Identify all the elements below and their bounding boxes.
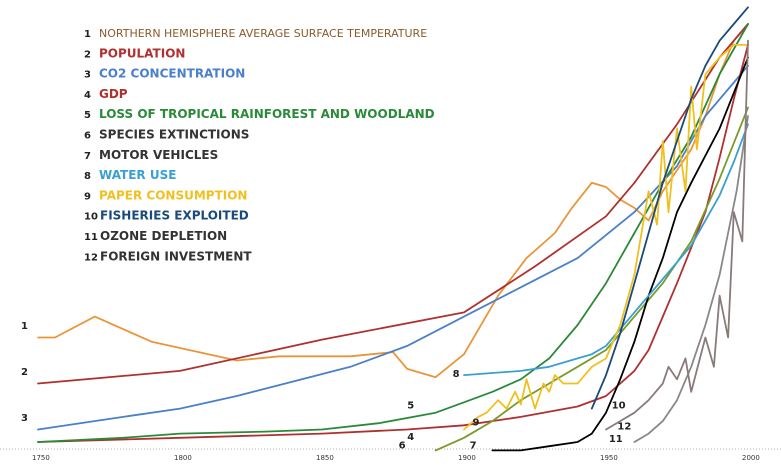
legend: 1 NORTHERN HEMISPHERE AVERAGE SURFACE TEM…: [84, 27, 435, 263]
series-line-7: [491, 56, 749, 452]
x-tick-label-2000: 2000: [742, 454, 760, 462]
legend-label-6: SPECIES EXTINCTIONS: [99, 128, 249, 142]
series-number-label-5: 5: [407, 401, 414, 412]
x-tick-label-1950: 1950: [600, 454, 618, 462]
series-number-label-1: 1: [21, 321, 28, 332]
legend-number-1: 1: [84, 29, 91, 40]
legend-label-11: OZONE DEPLETION: [100, 229, 227, 243]
series-number-label-11: 11: [609, 434, 623, 445]
legend-label-12: FOREIGN INVESTMENT: [100, 249, 252, 263]
x-tick-label-1800: 1800: [174, 454, 192, 462]
legend-number-12: 12: [84, 252, 98, 263]
legend-number-9: 9: [84, 191, 91, 202]
series-line-11: [633, 115, 749, 443]
series-line-5: [37, 23, 749, 443]
series-line-1: [37, 23, 749, 379]
series-number-label-10: 10: [612, 401, 626, 412]
legend-label-5: LOSS OF TROPICAL RAINFOREST AND WOODLAND: [99, 107, 435, 121]
legend-number-6: 6: [84, 131, 91, 142]
x-tick-label-1750: 1750: [32, 454, 50, 462]
series-number-label-3: 3: [21, 413, 28, 424]
legend-number-10: 10: [84, 212, 98, 223]
series-line-8: [463, 123, 749, 377]
series-line-2: [37, 23, 749, 385]
series-number-label-6: 6: [399, 440, 406, 451]
legend-label-1: NORTHERN HEMISPHERE AVERAGE SURFACE TEMP…: [99, 27, 427, 40]
legend-label-3: CO2 CONCENTRATION: [99, 67, 245, 81]
series-number-label-8: 8: [453, 369, 460, 380]
series-number-label-4: 4: [407, 432, 414, 443]
series-line-12: [605, 39, 749, 431]
legend-number-5: 5: [84, 110, 91, 121]
legend-number-2: 2: [84, 49, 91, 60]
series-line-6: [434, 106, 749, 452]
series-number-label-12: 12: [617, 421, 631, 432]
legend-label-2: POPULATION: [99, 46, 185, 60]
legend-label-10: FISHERIES EXPLOITED: [100, 209, 249, 223]
legend-label-8: WATER USE: [99, 168, 176, 182]
legend-label-4: GDP: [99, 87, 128, 101]
series-number-label-9: 9: [473, 417, 480, 428]
legend-label-7: MOTOR VEHICLES: [99, 148, 218, 162]
series-line-4: [37, 44, 749, 443]
series-number-label-7: 7: [470, 440, 477, 451]
x-tick-label-1900: 1900: [458, 454, 476, 462]
series-line-3: [37, 64, 749, 431]
x-tick-label-1850: 1850: [316, 454, 334, 462]
legend-number-11: 11: [84, 232, 98, 243]
series-line-10: [590, 6, 749, 410]
legend-number-8: 8: [84, 171, 91, 182]
legend-number-3: 3: [84, 70, 91, 81]
series-number-label-2: 2: [21, 367, 28, 378]
legend-number-7: 7: [84, 151, 91, 162]
legend-label-9: PAPER CONSUMPTION: [99, 188, 247, 202]
series-layer: [37, 6, 749, 452]
x-axis: 1750 1800 1850 1900 1950 2000: [0, 448, 781, 462]
legend-number-4: 4: [84, 90, 91, 101]
